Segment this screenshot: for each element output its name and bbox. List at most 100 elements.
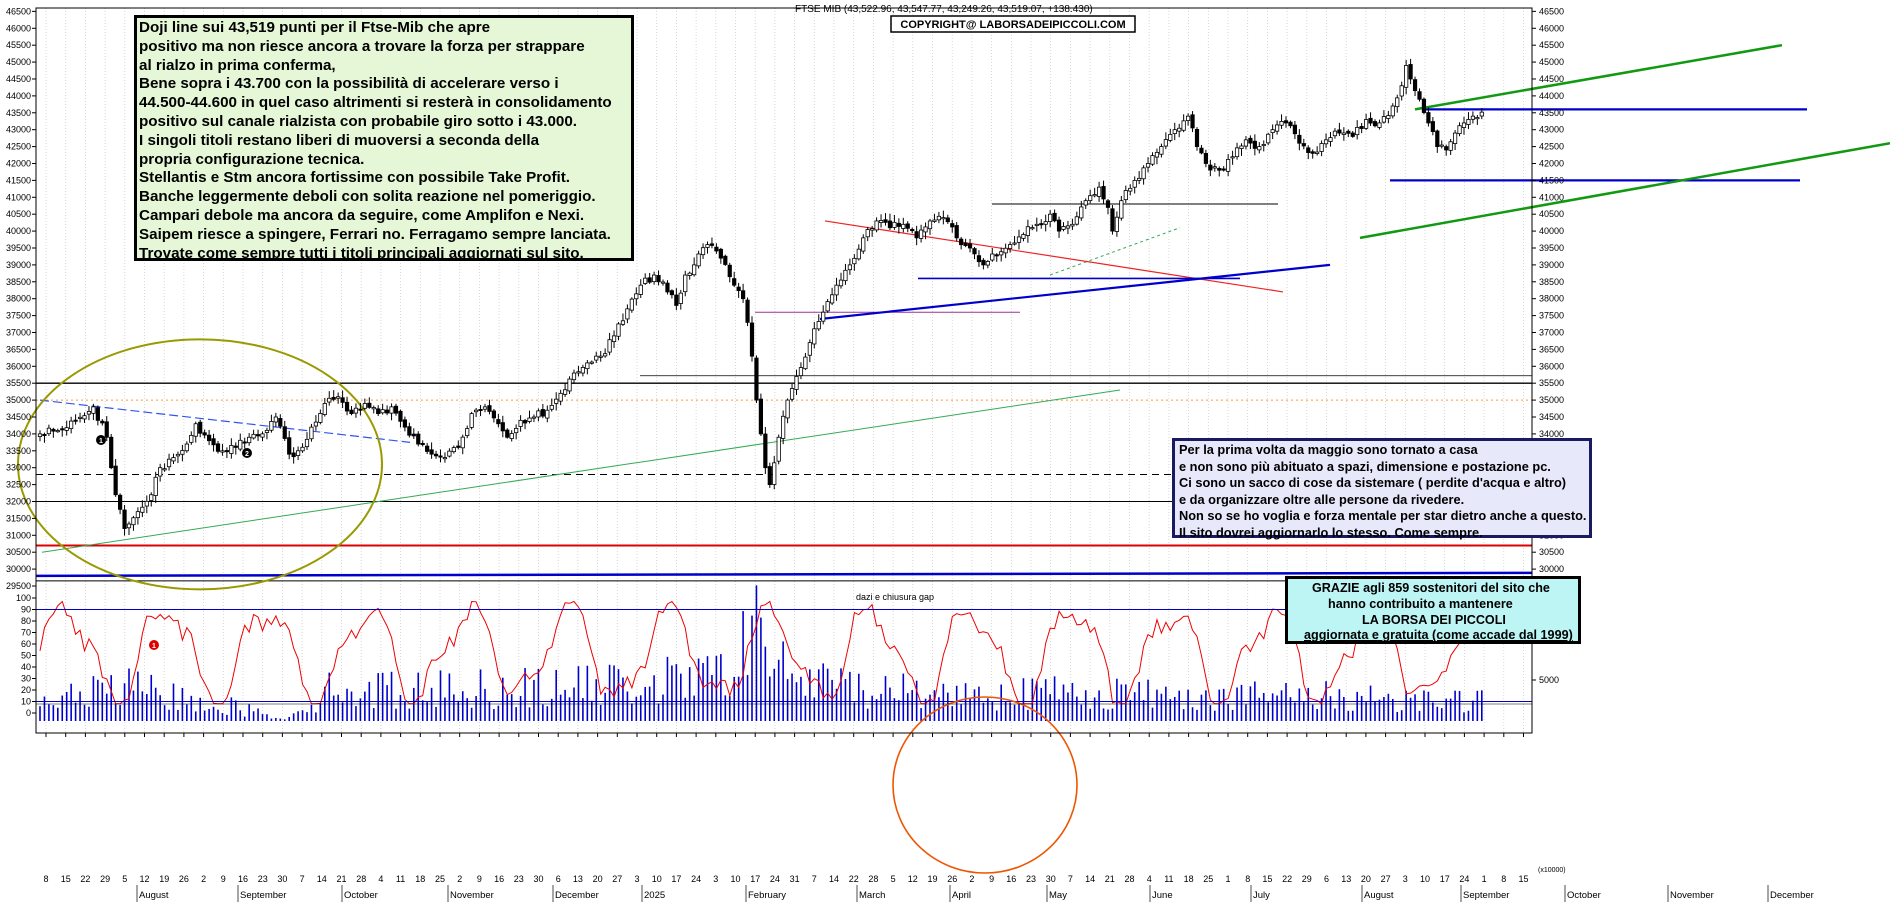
x-tick-label: 12 [908,874,918,884]
candle-body [1355,127,1360,136]
candle-body [469,413,474,428]
candle-body [1012,242,1017,245]
candle [1190,111,1195,133]
candle-body [985,261,990,266]
candle [1043,214,1048,232]
candle-body [634,293,639,300]
candle [923,222,928,240]
candle-body [456,445,461,448]
price-tick-label: 34500 [6,412,31,422]
candle [122,504,127,536]
candle [1346,129,1351,138]
candle [1377,119,1382,130]
candle [500,415,505,438]
candle-body [905,223,910,229]
candle-body [616,323,621,337]
candle-body [189,434,194,443]
candle [1226,154,1231,177]
month-label: October [344,890,378,901]
candle [327,391,332,406]
candle-body [669,290,675,296]
candle [838,272,844,289]
candle [389,403,394,421]
candle-body [126,523,132,529]
candle-body [1114,216,1119,232]
candle [1119,195,1124,221]
price-tick-label: 31500 [6,513,31,523]
candle [1234,142,1240,160]
candle [1261,140,1266,152]
candle-body [981,259,986,266]
thanks-line: GRAZIE agli 859 sostenitori del sito che [1312,581,1550,595]
price-tick-label: 42500 [6,142,31,152]
candle [126,521,132,535]
price-tick-label: 41000 [6,192,31,202]
candle-body [42,433,47,437]
price-tick-label: 41000 [1539,192,1564,202]
candle [37,430,43,442]
candle [1083,198,1088,210]
candle [451,445,456,454]
candle-body [1065,225,1071,229]
candle [247,433,252,446]
candle-body [1123,190,1128,201]
candle-body [692,264,697,276]
candle [362,398,367,411]
x-tick-label: 3 [634,874,639,884]
month-label: July [1253,890,1270,901]
month-label: December [1770,890,1814,901]
x-tick-label: 18 [1184,874,1194,884]
candle-body [193,423,198,437]
candle [1323,133,1329,148]
candle [896,218,901,234]
candle [807,339,812,363]
candle-body [1177,127,1182,132]
candle-body [1368,117,1373,124]
price-tick-label: 45500 [1539,40,1564,50]
candle-body [1364,119,1369,129]
candle-body [1137,177,1142,181]
candle-body [887,220,893,229]
candle [785,398,790,424]
candle [883,213,888,226]
price-tick-label: 35000 [6,395,31,405]
candle [625,304,630,324]
marker-1-bottom: 1 [149,640,159,650]
candle-body [990,253,995,261]
x-tick-label: 7 [300,874,305,884]
candle-body [1199,147,1204,154]
price-tick-label: 36500 [1539,344,1564,354]
candle-body [554,398,559,404]
candle [1030,224,1035,231]
candle [1404,59,1409,95]
x-tick-label: 16 [1006,874,1016,884]
candle [1470,111,1475,124]
candle [1150,152,1155,166]
candle [727,262,732,283]
candle-body [1159,146,1164,155]
candle-body [509,433,514,439]
price-tick-label: 39500 [1539,243,1564,253]
candle [1292,120,1297,140]
price-tick-label: 35500 [1539,378,1564,388]
candle [1283,116,1289,128]
plot-frame [35,7,1533,734]
candle-body [1128,187,1133,192]
x-tick-label: 13 [573,874,583,884]
candle-body [1257,146,1262,151]
candle [1448,138,1453,155]
candle [794,369,799,395]
price-tick-label: 45000 [1539,57,1564,67]
candle [1412,76,1418,97]
x-tick-label: 26 [947,874,957,884]
candle [981,258,986,270]
candle-body [594,355,599,361]
x-tick-label: 8 [43,874,48,884]
x-tick-label: 26 [179,874,189,884]
personal-line: Per la prima volta da maggio sono tornat… [1179,442,1478,457]
candle-body [660,281,666,284]
candle [313,415,319,431]
candle [1399,81,1404,101]
candle [153,471,158,503]
